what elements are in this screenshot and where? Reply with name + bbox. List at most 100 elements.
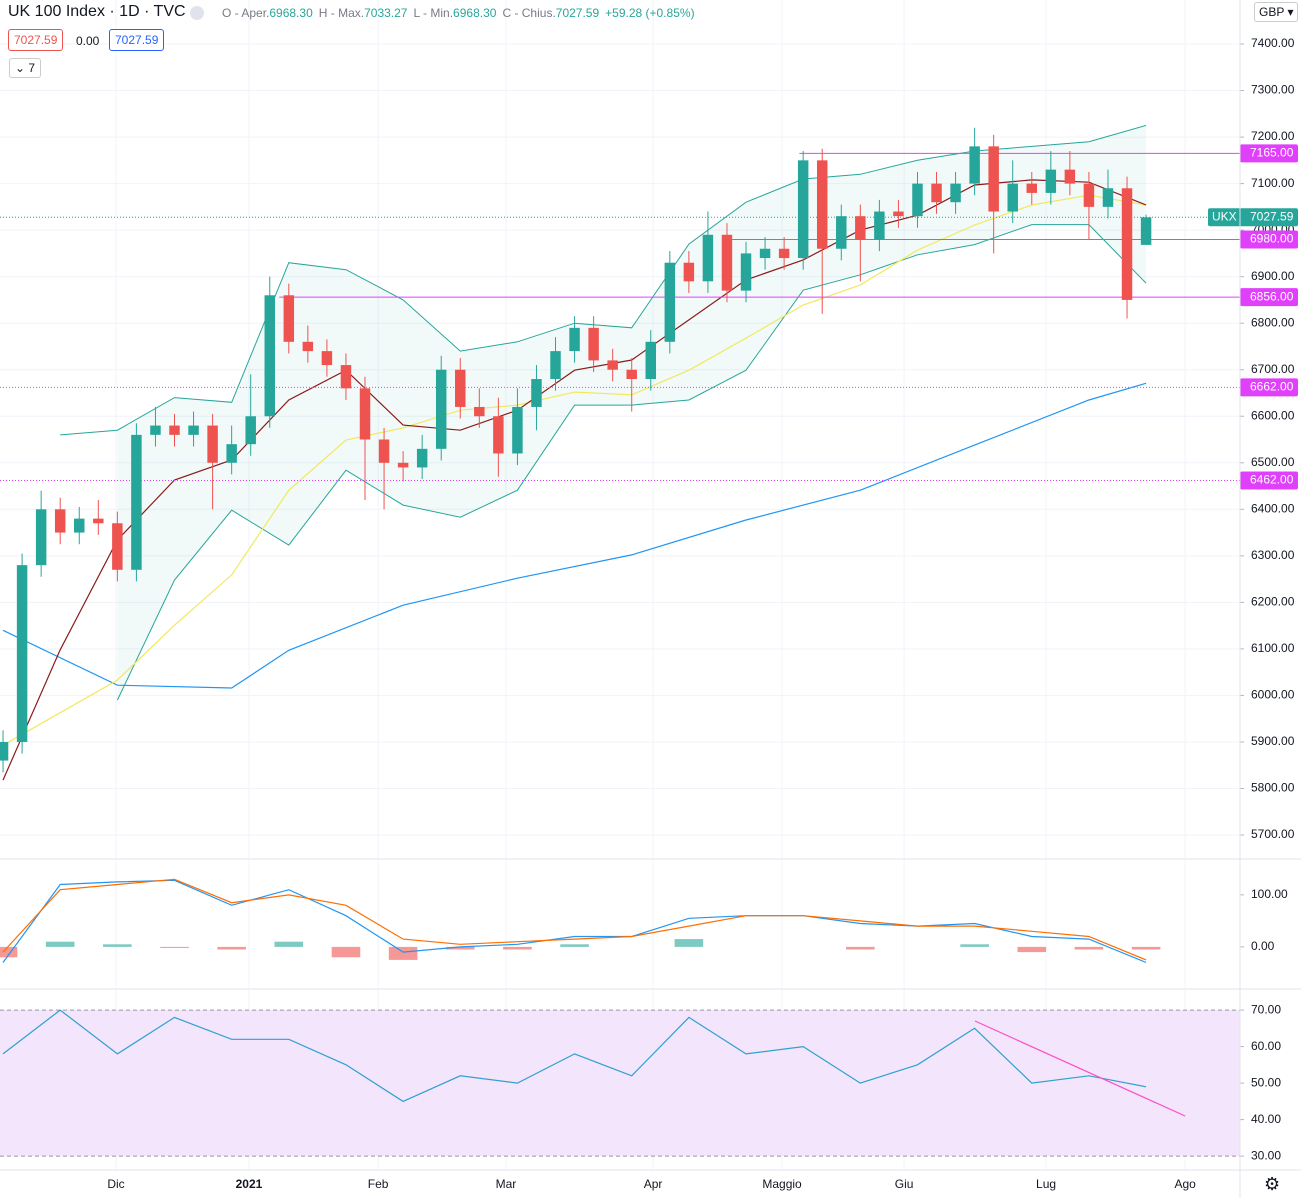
candle-body (226, 444, 237, 463)
indicator-count: 7 (28, 61, 36, 75)
candle-body (474, 406, 485, 417)
currency-select[interactable]: GBP ▾ (1254, 2, 1299, 22)
band-upper (60, 124, 1147, 436)
rsi-line (2, 1009, 1147, 1103)
price-label: 7027.59 (1250, 209, 1294, 223)
y-tick-label: 50.00 (1251, 1075, 1281, 1089)
bid-button[interactable]: 7027.59 (8, 29, 64, 51)
y-tick-label: 5700.00 (1251, 827, 1295, 841)
moving-average (2, 194, 1147, 746)
candle-body (588, 327, 599, 361)
x-tick-label: Maggio (762, 1177, 802, 1191)
candle-body (378, 439, 390, 463)
candle-body (493, 416, 504, 454)
y-tick-label: 70.00 (1251, 1002, 1281, 1016)
candle-body (1102, 188, 1114, 207)
histogram-bar (331, 946, 361, 958)
candle-body (512, 406, 523, 454)
y-tick-label: 7300.00 (1251, 83, 1295, 97)
candle-body (855, 216, 866, 240)
level-tag (1240, 471, 1298, 490)
candle-body (645, 341, 657, 380)
histogram-bar (674, 939, 704, 947)
histogram-bar (45, 941, 75, 947)
candle-body (626, 369, 637, 380)
candle-body (188, 425, 199, 435)
x-tick-label: Mar (496, 1177, 517, 1191)
candle-body (1083, 183, 1095, 207)
candle-body (54, 509, 66, 533)
macd-line (2, 879, 1147, 964)
symbol-label: UKX (1212, 209, 1237, 223)
ohlc-value: 7033.27 (364, 6, 408, 20)
candle-body (131, 434, 142, 570)
candle-body (874, 211, 885, 240)
histogram-bar (274, 941, 304, 947)
ohlc-value: 6968.30 (269, 6, 313, 20)
indicator-toggle[interactable]: ⌄ 7 (9, 58, 42, 78)
rsi-band (0, 1010, 1240, 1157)
candle-body (35, 509, 47, 566)
candle-body (455, 369, 466, 407)
candle-body (283, 295, 295, 342)
y-tick-label: 6500.00 (1251, 455, 1295, 469)
candle-body (702, 234, 714, 282)
candle-body (969, 146, 980, 184)
histogram-bar (846, 946, 875, 950)
level-label: 7165.00 (1250, 146, 1294, 160)
y-tick-label: 6100.00 (1251, 641, 1295, 655)
histogram-bar (1074, 946, 1104, 950)
currency: GBP (1259, 5, 1285, 19)
candle-body (245, 416, 256, 445)
x-tick-label: Ago (1174, 1177, 1196, 1191)
candle-body (74, 518, 85, 533)
x-tick-label: Lug (1036, 1177, 1056, 1191)
candle-body (16, 565, 28, 742)
level-tag (1240, 230, 1298, 249)
status-dot[interactable] (190, 6, 204, 20)
ohlc-label: O - Aper. (222, 6, 270, 20)
price-tag (1208, 208, 1298, 227)
level-label: 6662.00 (1250, 380, 1294, 394)
level-tag (1240, 288, 1298, 307)
candle-body (721, 234, 733, 291)
x-tick-label: Giu (895, 1177, 914, 1191)
candle-body (550, 351, 561, 380)
y-tick-label: 6300.00 (1251, 548, 1295, 562)
histogram-bar (217, 946, 246, 950)
candle-body (950, 183, 961, 203)
histogram-bar (445, 946, 475, 950)
candle-body (664, 262, 676, 342)
y-tick-label: 40.00 (1251, 1112, 1281, 1126)
candle-body (359, 388, 371, 440)
candle-body (683, 262, 695, 282)
level-tag (1240, 378, 1298, 397)
histogram-bar (1131, 946, 1161, 950)
y-tick-label: 60.00 (1251, 1039, 1281, 1053)
y-tick-label: 7200.00 (1251, 129, 1295, 143)
ohlc-label: C - Chius. (502, 6, 556, 20)
candle-body (435, 369, 447, 449)
y-tick-label: 7400.00 (1251, 36, 1295, 50)
candle-body (797, 160, 809, 259)
y-tick-label: 30.00 (1251, 1148, 1281, 1162)
ask-button[interactable]: 7027.59 (109, 29, 165, 51)
ohlc-value: 7027.59 (555, 6, 600, 20)
ohlc-value: 6968.30 (453, 6, 497, 20)
trend-line (974, 1020, 1186, 1117)
spread: 0.00 (76, 34, 100, 48)
histogram-bar (1017, 946, 1047, 953)
candle-body (1026, 183, 1038, 193)
level-label: 6980.00 (1250, 232, 1294, 246)
level-tag (1240, 144, 1298, 163)
x-tick-label: Feb (368, 1177, 389, 1191)
candle-body (607, 360, 618, 370)
ohlc-change: +59.28 (+0.85%) (605, 6, 695, 20)
band-fill (117, 125, 1147, 701)
candle-body (816, 160, 828, 249)
y-tick-label: 100.00 (1251, 887, 1288, 901)
candle-body (778, 248, 790, 259)
candle-body (302, 341, 314, 352)
settings-icon[interactable]: ⚙ (1264, 1174, 1281, 1194)
